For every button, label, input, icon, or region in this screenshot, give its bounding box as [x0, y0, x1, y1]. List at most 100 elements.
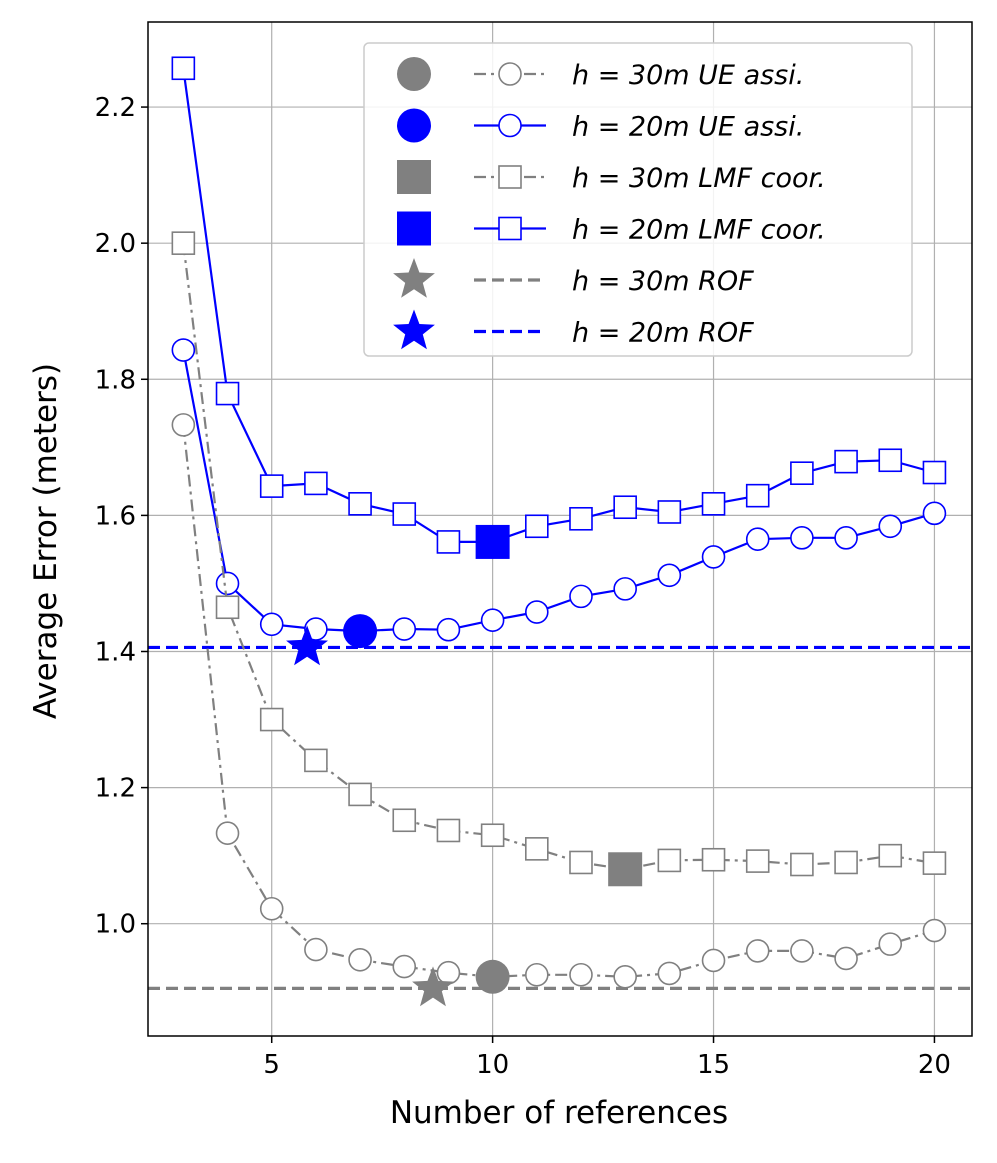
- data-point-h-20m-ue-assi-x14: [657, 563, 682, 588]
- legend-symbol: [393, 309, 435, 350]
- data-point-h-30m-lmf-coor-x18: [834, 850, 858, 875]
- data-point-h-20m-ue-assi-x16: [745, 527, 770, 552]
- legend-line-marker: [498, 113, 522, 138]
- data-point-h-30m-ue-assi-x4: [215, 821, 240, 846]
- data-point-h-30m-lmf-coor-x10: [480, 823, 505, 848]
- legend-entry-h-20m-ue-assi: h = 20m UE assi.: [397, 108, 804, 143]
- optimum-marker-h-20m-lmf-coor: [475, 524, 510, 559]
- data-point-h-20m-ue-assi-x12: [569, 584, 593, 609]
- data-point-h-20m-lmf-coor-x6: [304, 471, 328, 496]
- data-point-h-20m-ue-assi-x9: [436, 617, 461, 642]
- legend-label: h = 20m LMF coor.: [572, 215, 826, 246]
- data-point-h-30m-ue-assi-x16: [745, 939, 770, 963]
- legend: h = 30m UE assi. h = 20m UE assi. h = 30m …: [363, 42, 913, 357]
- x-tick-label: 10: [476, 1050, 509, 1080]
- legend-entry-h-30m-rof: h = 30m ROF: [393, 258, 754, 298]
- legend-line-marker: [498, 165, 522, 189]
- data-point-h-30m-ue-assi-x9: [436, 960, 461, 985]
- data-point-h-30m-ue-assi-x5: [259, 896, 284, 921]
- data-point-h-30m-lmf-coor-x19: [878, 843, 903, 868]
- y-tick-label: 1.2: [95, 774, 136, 804]
- legend-label: h = 30m UE assi.: [572, 60, 804, 91]
- legend-symbol: [397, 57, 431, 91]
- x-tick-label: 15: [697, 1050, 730, 1080]
- y-axis-title: Average Error (meters): [28, 363, 64, 719]
- x-tick-label: 5: [263, 1050, 280, 1080]
- data-point-h-30m-lmf-coor-x3: [171, 231, 196, 255]
- highlight-markers: [286, 524, 643, 1007]
- data-point-h-20m-ue-assi-x20: [922, 501, 947, 526]
- data-point-h-20m-ue-assi-x10: [480, 608, 505, 632]
- data-point-h-20m-lmf-coor-x18: [834, 449, 858, 474]
- data-point-h-30m-lmf-coor-x5: [259, 707, 284, 732]
- data-point-h-20m-ue-assi-x5: [259, 612, 284, 637]
- series-h-20m-lmf-coor: [171, 56, 947, 554]
- legend-symbol: [393, 258, 435, 298]
- data-point-h-30m-ue-assi-x20: [922, 918, 947, 943]
- series-h-30m-lmf-coor: [171, 231, 947, 882]
- optimum-marker-h-30m-lmf-coor: [608, 852, 643, 887]
- legend-line-marker: [498, 62, 522, 86]
- data-point-h-20m-ue-assi-x11: [525, 600, 549, 624]
- y-tick-label: 1.4: [95, 637, 136, 667]
- data-point-h-20m-lmf-coor-x13: [613, 495, 637, 520]
- data-point-h-30m-ue-assi-x11: [525, 962, 549, 987]
- data-point-h-20m-lmf-coor-x9: [436, 530, 461, 554]
- data-point-h-20m-lmf-coor-x15: [701, 492, 726, 516]
- data-point-h-20m-lmf-coor-x19: [878, 448, 903, 473]
- data-point-h-30m-lmf-coor-x16: [745, 849, 770, 873]
- y-tick-label: 1.0: [95, 910, 136, 940]
- data-point-h-20m-ue-assi-x3: [171, 338, 196, 362]
- data-series: [171, 56, 947, 989]
- data-point-h-20m-lmf-coor-x12: [569, 506, 593, 531]
- data-point-h-20m-ue-assi-x15: [701, 545, 726, 569]
- x-axis-title: Number of references: [390, 1095, 728, 1131]
- data-point-h-20m-lmf-coor-x8: [392, 502, 417, 526]
- rof-star-h-30m-rof: [412, 966, 454, 1007]
- optimum-marker-h-30m-ue-assi: [475, 959, 510, 994]
- x-tick-label: 20: [918, 1050, 951, 1080]
- data-point-h-20m-ue-assi-x4: [215, 571, 240, 596]
- legend-entry-h-30m-ue-assi: h = 30m UE assi.: [397, 57, 804, 91]
- data-point-h-20m-lmf-coor-x17: [790, 461, 814, 485]
- legend-label: h = 20m ROF: [572, 318, 754, 349]
- data-point-h-30m-ue-assi-x14: [657, 961, 682, 986]
- legend-line-marker: [498, 216, 522, 241]
- legend-symbol: [397, 108, 431, 143]
- optimum-marker-h-20m-ue-assi: [343, 614, 378, 649]
- data-point-h-30m-ue-assi-x7: [348, 947, 372, 972]
- reference-lines: [148, 645, 972, 990]
- legend-label: h = 30m ROF: [572, 266, 754, 297]
- data-point-h-30m-ue-assi-x18: [834, 946, 858, 971]
- data-point-h-30m-lmf-coor-x8: [392, 808, 417, 833]
- y-tick-label: 1.8: [95, 365, 136, 395]
- axis-ticks: 5 10 15 20 1.0 1.2 1.4 1.6 1.8 2.0 2.2: [95, 93, 951, 1080]
- data-point-h-20m-ue-assi-x19: [878, 514, 903, 539]
- data-point-h-30m-lmf-coor-x14: [657, 848, 682, 873]
- data-point-h-30m-ue-assi-x17: [790, 939, 814, 963]
- data-point-h-20m-lmf-coor-x14: [657, 500, 682, 524]
- data-point-h-20m-lmf-coor-x16: [745, 483, 770, 508]
- data-point-h-30m-ue-assi-x19: [878, 932, 903, 956]
- data-point-h-20m-lmf-coor-x3: [171, 56, 196, 81]
- data-point-h-20m-lmf-coor-x20: [922, 460, 947, 485]
- data-point-h-30m-lmf-coor-x20: [922, 851, 947, 875]
- data-point-h-20m-lmf-coor-x4: [215, 381, 240, 406]
- data-point-h-30m-lmf-coor-x4: [215, 595, 240, 620]
- data-point-h-30m-lmf-coor-x6: [304, 748, 328, 773]
- data-point-h-30m-lmf-coor-x7: [348, 782, 372, 807]
- legend-entry-h-30m-lmf-coor: h = 30m LMF coor.: [397, 160, 826, 194]
- data-point-h-30m-lmf-coor-x17: [790, 852, 814, 877]
- data-point-h-20m-ue-assi-x17: [790, 526, 814, 550]
- data-point-h-20m-lmf-coor-x11: [525, 514, 549, 539]
- legend-label: h = 20m UE assi.: [572, 112, 804, 143]
- data-point-h-30m-ue-assi-x13: [613, 964, 637, 989]
- data-point-h-30m-ue-assi-x12: [569, 962, 593, 987]
- y-tick-label: 1.6: [95, 501, 136, 531]
- data-point-h-30m-ue-assi-x8: [392, 954, 417, 979]
- legend-symbol: [397, 211, 431, 246]
- data-point-h-20m-ue-assi-x13: [613, 577, 637, 601]
- data-point-h-30m-ue-assi-x15: [701, 948, 726, 973]
- data-point-h-20m-lmf-coor-x5: [259, 474, 284, 498]
